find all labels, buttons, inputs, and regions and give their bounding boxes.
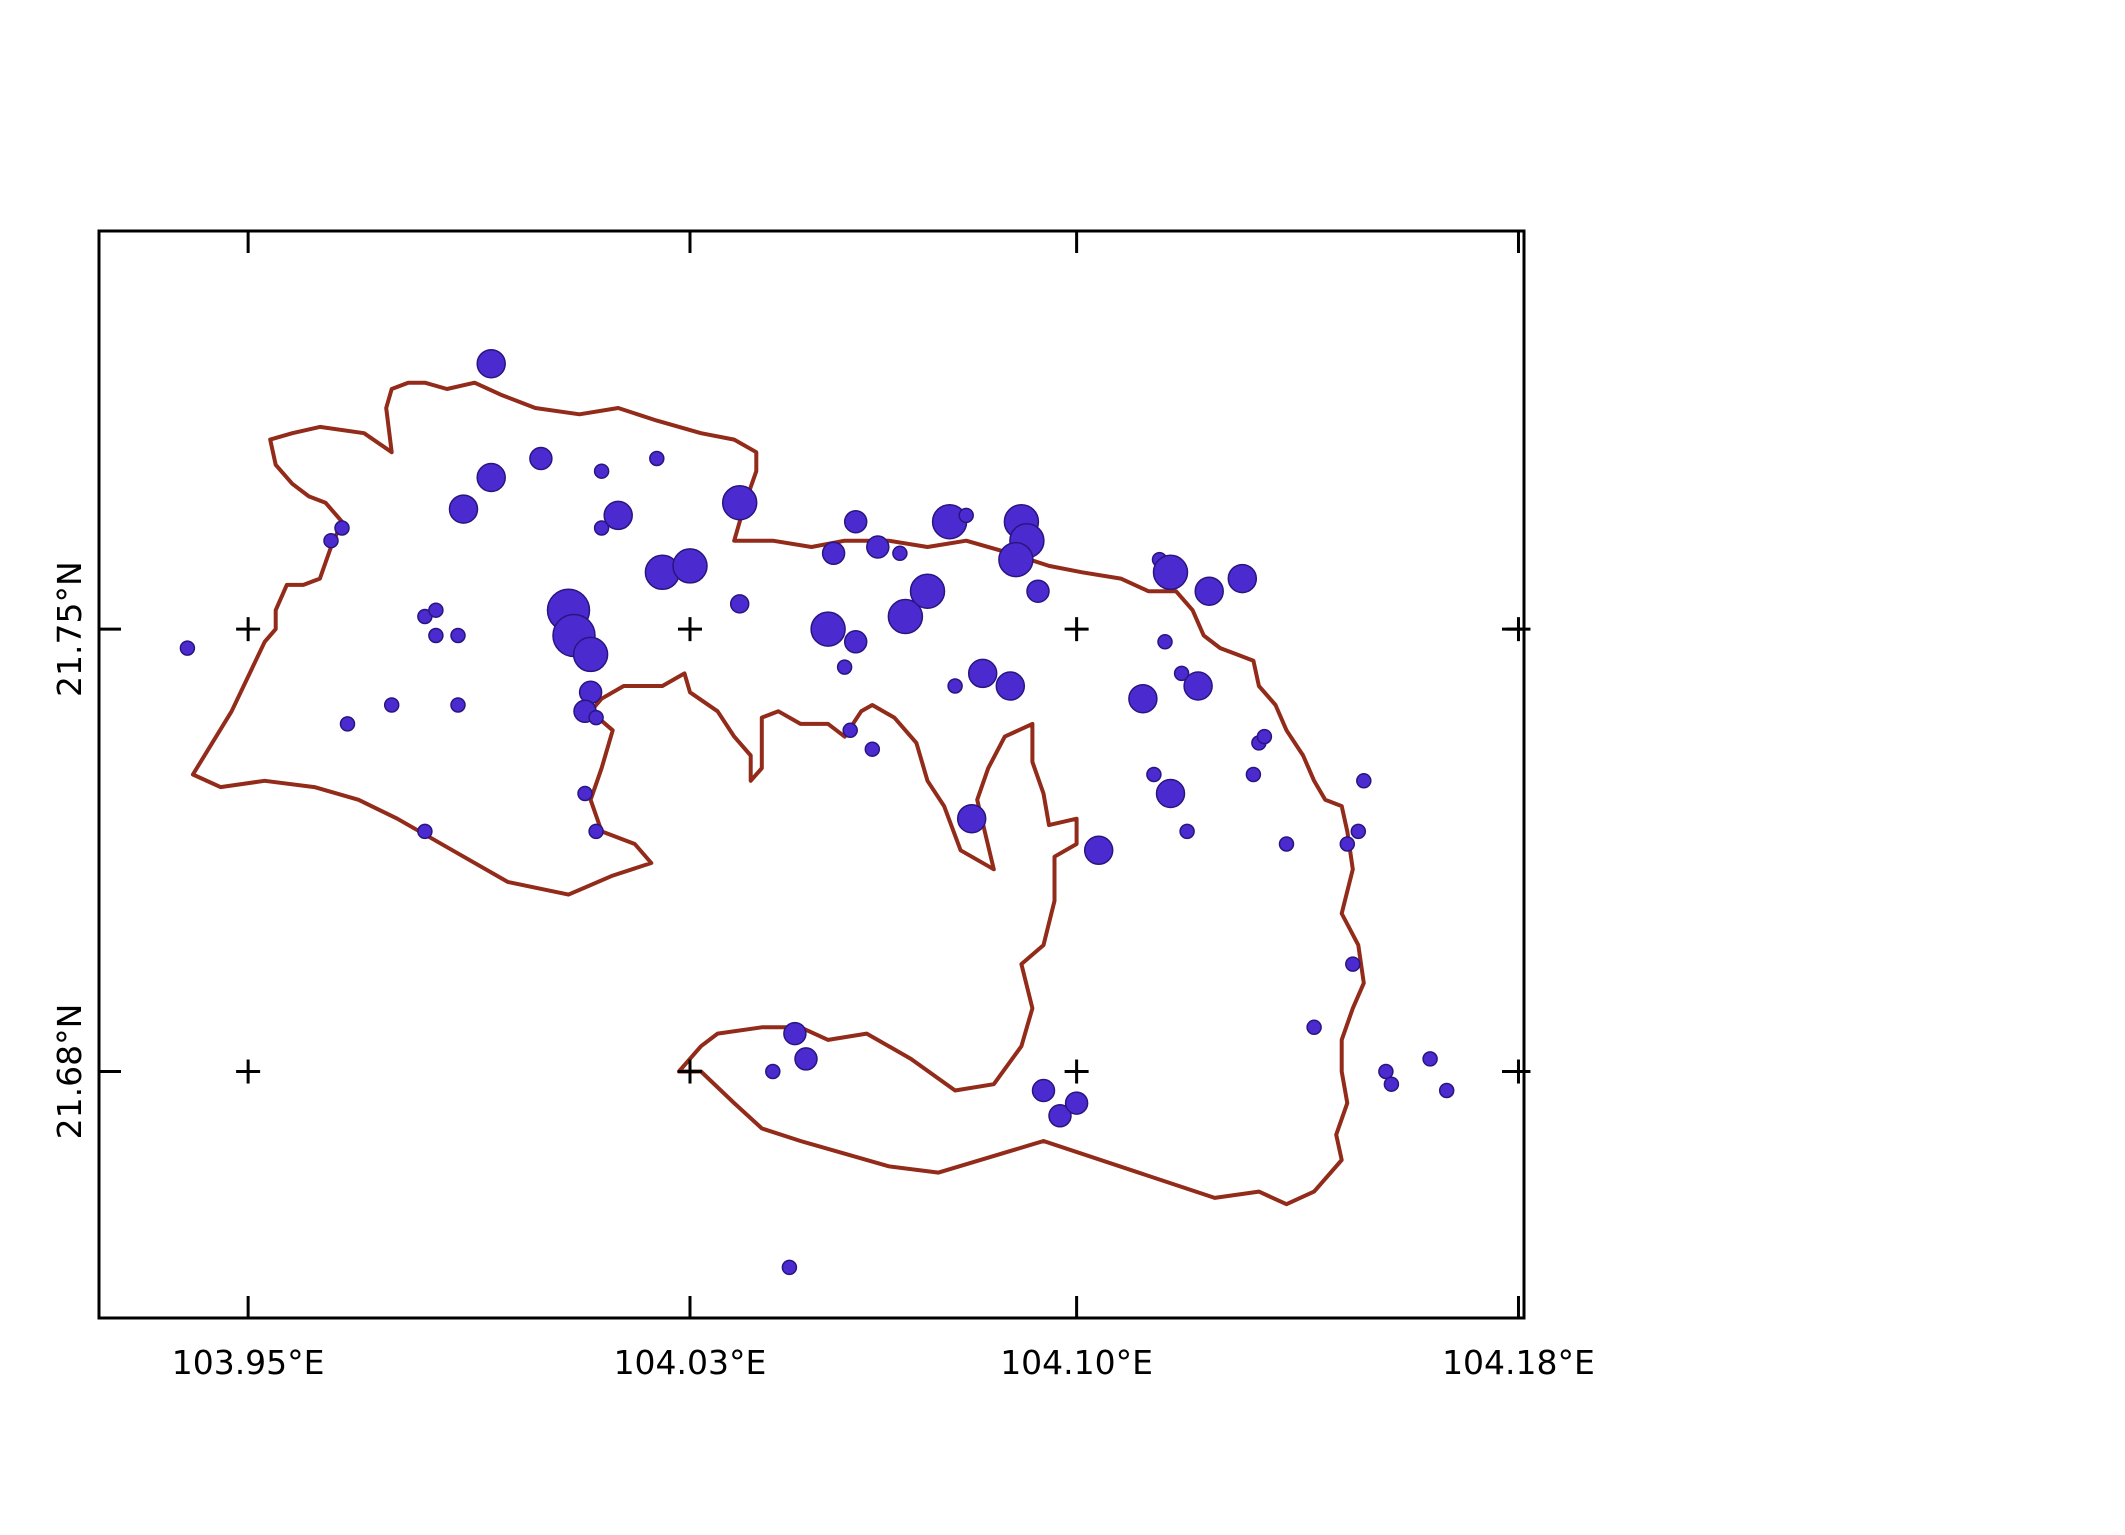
sample-point	[1128, 683, 1158, 714]
sample-point	[909, 573, 946, 609]
y-axis-labels: 21.75°N 21.68°N	[50, 561, 89, 1139]
sample-point	[1031, 1078, 1056, 1103]
sample-point	[1306, 1019, 1322, 1036]
sample-point	[1438, 1082, 1455, 1099]
sample-point	[428, 602, 444, 618]
sample-point	[1157, 634, 1173, 650]
sample-point	[995, 671, 1026, 701]
sample-point	[998, 541, 1034, 578]
sample-point	[1256, 728, 1273, 745]
sample-point	[1026, 579, 1050, 603]
sample-point	[588, 823, 604, 840]
sample-point	[1048, 1104, 1072, 1128]
sample-point	[450, 697, 466, 713]
sample-point	[572, 636, 609, 673]
sample-point	[1245, 766, 1262, 783]
sample-point	[729, 594, 750, 614]
sample-point	[588, 709, 604, 726]
sample-point	[956, 803, 987, 834]
sample-point	[1155, 778, 1186, 809]
x-tick-label: 104.03°E	[614, 1343, 767, 1382]
sample-point	[1173, 665, 1190, 682]
sample-point	[417, 823, 433, 840]
sample-point	[1083, 835, 1114, 866]
grid-crosses	[236, 617, 1531, 1084]
sample-point	[1152, 554, 1189, 591]
sample-point	[476, 348, 506, 379]
sample-point	[864, 741, 881, 757]
sample-point	[1339, 836, 1356, 852]
sample-point	[450, 627, 466, 644]
sample-point	[339, 716, 356, 732]
sample-point	[1422, 1051, 1438, 1067]
sample-point	[843, 630, 868, 654]
x-axis-labels: 103.95°E 104.03°E 104.10°E 104.18°E	[172, 1343, 1595, 1382]
sample-point	[836, 659, 853, 675]
y-tick-label: 21.68°N	[50, 1004, 89, 1140]
sample-point	[1278, 836, 1295, 852]
plot-frame	[97, 229, 1526, 1320]
sample-point	[649, 450, 665, 467]
sample-point	[967, 658, 998, 689]
sample-point	[1146, 766, 1162, 783]
sample-point	[843, 509, 868, 534]
sample-point	[1064, 1091, 1089, 1115]
sample-point	[593, 463, 610, 479]
sample-point	[529, 446, 553, 471]
sample-point	[1183, 671, 1213, 701]
sample-point	[794, 1047, 818, 1071]
sample-point	[1350, 823, 1367, 840]
sample-point	[593, 520, 610, 536]
x-tick-label: 103.95°E	[172, 1343, 325, 1382]
sample-point	[448, 494, 479, 524]
sample-point	[947, 678, 963, 694]
sample-point	[179, 640, 196, 656]
sample-point	[866, 535, 890, 559]
sample-point	[1345, 956, 1361, 972]
sample-point	[842, 722, 858, 739]
sample-point	[323, 532, 339, 549]
sample-point	[603, 500, 633, 531]
sample-point	[1194, 576, 1224, 606]
sample-point	[1179, 823, 1195, 840]
sample-point	[1356, 773, 1372, 789]
sample-point	[1383, 1076, 1400, 1092]
sample-point	[476, 462, 506, 493]
sample-point	[1378, 1063, 1394, 1080]
x-tick-label: 104.10°E	[1000, 1343, 1153, 1382]
sample-point	[428, 627, 444, 644]
district-boundary	[190, 380, 1366, 1207]
sample-point	[765, 1063, 781, 1080]
sample-point	[892, 545, 908, 562]
sample-point	[334, 520, 350, 536]
sample-point	[672, 548, 708, 584]
sample-point	[821, 541, 846, 566]
sample-point	[577, 785, 593, 802]
y-tick-label: 21.75°N	[50, 561, 89, 697]
sample-point	[383, 697, 400, 713]
sample-point	[810, 611, 846, 647]
sample-point	[887, 598, 924, 635]
x-tick-label: 104.18°E	[1442, 1343, 1595, 1382]
sample-point	[783, 1021, 807, 1046]
sample-point	[958, 507, 974, 524]
sample-points	[179, 348, 1455, 1276]
sample-point	[1227, 563, 1258, 594]
sample-point	[721, 484, 758, 521]
sample-point	[781, 1259, 798, 1276]
